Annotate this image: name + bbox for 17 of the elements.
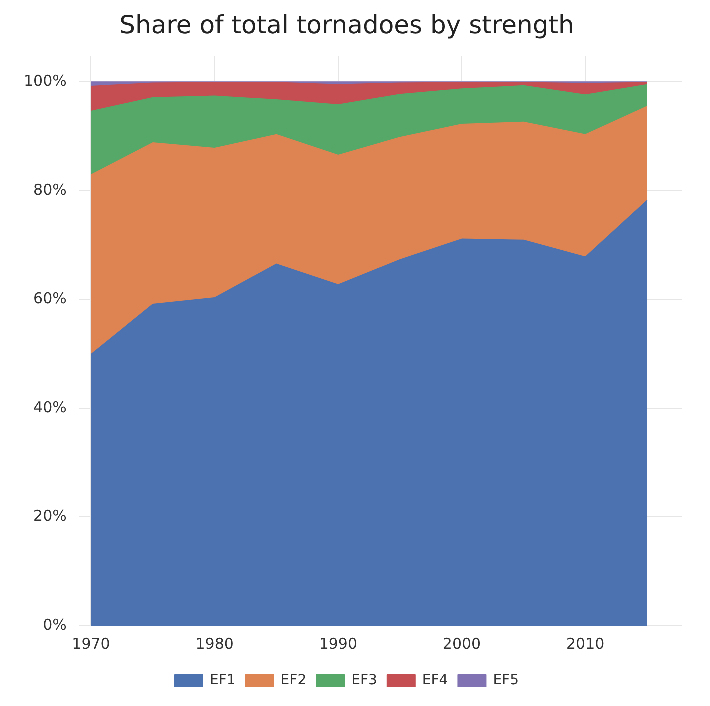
legend-label: EF3	[352, 672, 378, 689]
x-tick-label: 1970	[72, 634, 110, 653]
y-tick-label: 40%	[34, 398, 67, 416]
legend-label: EF2	[280, 672, 307, 689]
legend-label: EF4	[422, 672, 448, 689]
x-tick-label: 1990	[319, 634, 358, 653]
y-tick-label: 60%	[34, 290, 67, 308]
y-tick-label: 20%	[34, 507, 67, 526]
x-tick-label: 2010	[566, 634, 605, 653]
y-tick-label: 80%	[34, 180, 67, 199]
y-tick-label: 0%	[43, 616, 67, 634]
legend-label: EF5	[493, 672, 520, 689]
x-tick-label: 2000	[442, 634, 482, 653]
legend-label: EF1	[210, 672, 236, 689]
y-tick-label: 100%	[24, 72, 67, 90]
x-tick-label: 1980	[196, 634, 234, 653]
chart-title: Share of total tornadoes by strength	[120, 10, 574, 40]
